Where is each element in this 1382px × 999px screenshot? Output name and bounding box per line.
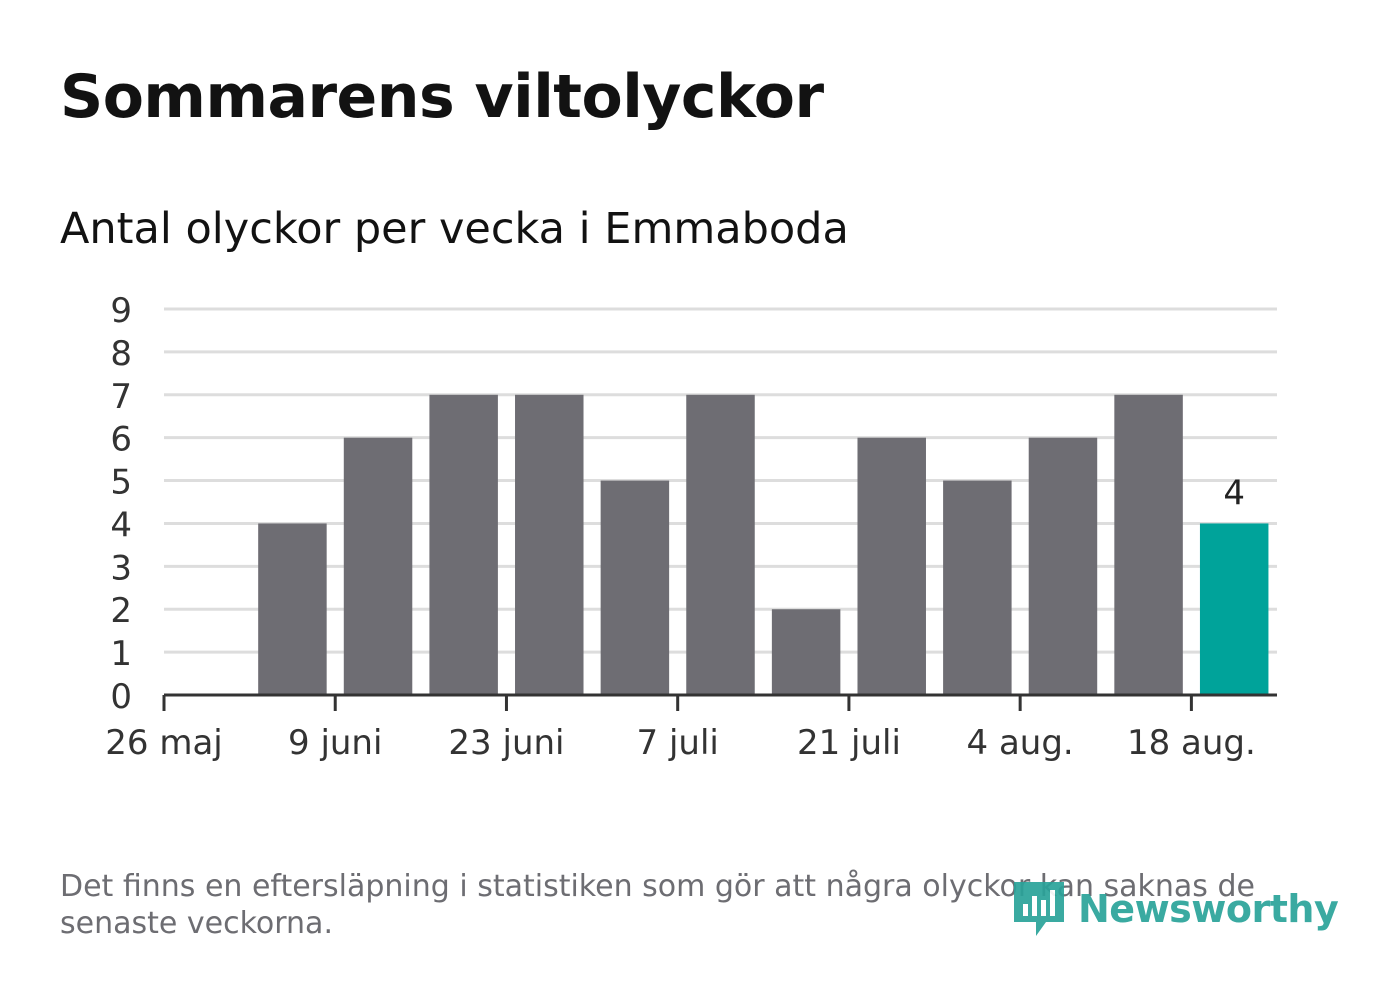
bar <box>1028 437 1098 695</box>
chart-title: Sommarens viltolyckor <box>60 62 824 132</box>
y-tick-label: 1 <box>110 634 132 674</box>
y-tick-label: 4 <box>110 505 132 545</box>
bar <box>943 480 1012 695</box>
y-tick-label: 2 <box>110 591 132 631</box>
bar <box>857 437 926 695</box>
bar <box>1114 394 1183 695</box>
y-tick-label: 7 <box>110 377 132 417</box>
y-tick-label: 6 <box>110 420 132 460</box>
brand-logo: Newsworthy <box>1010 876 1339 942</box>
y-tick-label: 0 <box>110 677 132 717</box>
brand-name: Newsworthy <box>1078 887 1339 931</box>
bar <box>258 523 327 695</box>
highlight-bar <box>1199 523 1269 695</box>
x-tick-label: 21 juli <box>797 723 901 763</box>
x-tick-label: 7 juli <box>637 723 719 763</box>
x-tick-label: 23 juni <box>448 723 564 763</box>
x-tick-label: 9 juni <box>288 723 382 763</box>
chart-subtitle: Antal olyckor per vecka i Emmaboda <box>60 204 849 254</box>
bar <box>686 394 755 695</box>
bar <box>771 609 841 695</box>
newsworthy-logo-icon <box>1014 882 1064 936</box>
x-tick-label: 18 aug. <box>1127 723 1256 763</box>
x-tick-label: 26 maj <box>105 723 222 763</box>
y-tick-label: 5 <box>110 463 132 503</box>
y-tick-label: 9 <box>110 291 132 331</box>
bar <box>343 437 413 695</box>
y-tick-label: 3 <box>110 548 132 588</box>
data-label: 4 <box>1223 473 1245 513</box>
y-tick-label: 8 <box>110 334 132 374</box>
bar <box>429 394 498 695</box>
bar <box>515 394 584 695</box>
bar <box>600 480 670 695</box>
x-tick-label: 4 aug. <box>967 723 1074 763</box>
